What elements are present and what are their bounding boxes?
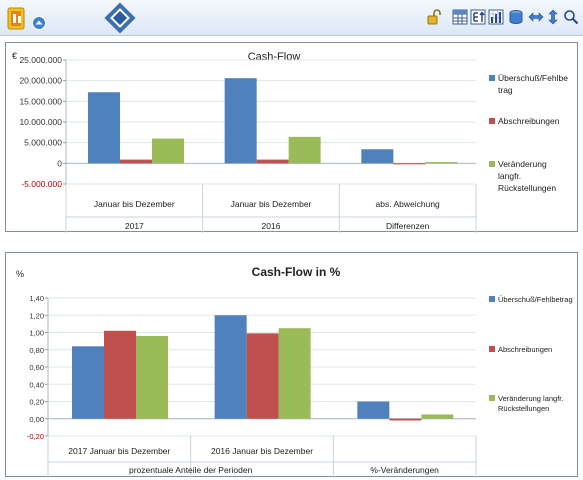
bar: [120, 159, 152, 164]
category-label: Januar bis Dezember: [94, 199, 175, 209]
category-label: 2017 Januar bis Dezember: [68, 446, 170, 456]
legend-swatch: [489, 296, 495, 302]
group-label: Differenzen: [386, 221, 430, 231]
y-tick-label: 0,00: [29, 415, 44, 424]
y-tick-label: -5.000.000: [21, 179, 62, 189]
bar: [425, 162, 458, 164]
chart-bar-icon[interactable]: [488, 9, 504, 25]
bar: [88, 92, 120, 164]
cashflow-chart-panel: Cash-Flow € -5.000.000 0 5.000.000 10.000.000…: [5, 42, 578, 233]
legend-entry: Überschuß/Fehlbe: [498, 73, 568, 83]
category-label: Januar bis Dezember: [231, 199, 312, 209]
legend-swatch: [489, 75, 495, 81]
group-label: prozentuale Anteile der Perioden: [129, 465, 253, 475]
y-tick-label: 0,60: [29, 363, 44, 372]
y-axis-label: %: [16, 269, 24, 279]
chart-title: Cash-Flow in %: [252, 265, 341, 279]
legend-entry: Abschreibungen: [498, 345, 552, 354]
bar: [214, 315, 247, 419]
cashflow-percent-chart-panel: Cash-Flow in %% -0,20 0,00 0,20 0,40 0,60 0,80…: [5, 252, 578, 478]
legend-entry: trag: [498, 85, 513, 95]
y-tick-label: 1,20: [29, 311, 44, 320]
y-tick-label: 15.000.000: [19, 96, 62, 106]
bar: [389, 418, 422, 421]
bar: [246, 333, 279, 419]
legend-entry: Rückstellungen: [498, 183, 556, 193]
bar: [278, 328, 311, 419]
y-tick-label: 0,40: [29, 380, 44, 389]
bar: [152, 138, 184, 164]
group-label: 2017: [125, 221, 144, 231]
y-tick-label: 10.000.000: [19, 117, 62, 127]
arrows-left-right-icon[interactable]: [528, 9, 544, 25]
bar: [104, 330, 136, 419]
y-tick-label: -0,20: [27, 432, 44, 441]
cashflow-chart: Cash-Flow € -5.000.000 0 5.000.000 10.000.000…: [12, 51, 568, 233]
cashflow-percent-chart: Cash-Flow in %% -0,20 0,00 0,20 0,40 0,60 0,80…: [16, 265, 573, 478]
bar: [393, 163, 426, 165]
group-label: 2016: [262, 221, 281, 231]
legend-swatch: [489, 118, 495, 124]
legend-entry: Rückstellungen: [498, 404, 549, 413]
legend-swatch: [489, 346, 495, 352]
database-icon[interactable]: [508, 9, 524, 25]
category-label: abs. Abweichung: [376, 199, 441, 209]
legend-entry: Veränderung langfr.: [498, 394, 563, 403]
legend-entry: langfr.: [498, 171, 521, 181]
y-tick-label: 20.000.000: [19, 76, 62, 86]
y-axis-label: €: [12, 51, 17, 61]
bar: [72, 346, 104, 419]
y-tick-label: 1,40: [29, 294, 44, 303]
bar: [136, 335, 168, 419]
legend-swatch: [489, 395, 495, 401]
legend-entry: Abschreibungen: [498, 116, 560, 126]
group-label: %-Veränderungen: [370, 465, 439, 475]
diamond-nav-icon[interactable]: [104, 2, 136, 34]
search-icon[interactable]: [563, 9, 579, 25]
chart-title: Cash-Flow: [248, 51, 301, 63]
table-icon[interactable]: [452, 9, 468, 25]
bar: [288, 136, 321, 164]
category-label: 2016 Januar bis Dezember: [211, 446, 313, 456]
legend-entry: Veränderung: [498, 159, 547, 169]
bar: [224, 78, 257, 164]
legend-swatch: [489, 161, 495, 167]
bar: [256, 159, 289, 164]
app-logo-icon[interactable]: [5, 6, 29, 32]
y-tick-label: 0,80: [29, 346, 44, 355]
arrows-up-down-icon[interactable]: [545, 9, 561, 25]
circle-up-icon[interactable]: [32, 16, 46, 30]
y-tick-label: 0,20: [29, 398, 44, 407]
y-tick-label: 1,00: [29, 329, 44, 338]
unlock-icon[interactable]: [426, 9, 442, 25]
toolbar: [0, 0, 583, 36]
legend-entry: Überschuß/Fehlbetrag: [498, 295, 573, 304]
export-icon[interactable]: [470, 9, 486, 25]
bar: [421, 414, 454, 419]
y-tick-label: 25.000.000: [19, 55, 62, 65]
bar: [361, 149, 394, 164]
y-tick-label: 5.000.000: [24, 138, 62, 148]
y-tick-label: 0: [57, 158, 62, 168]
bar: [357, 401, 390, 419]
